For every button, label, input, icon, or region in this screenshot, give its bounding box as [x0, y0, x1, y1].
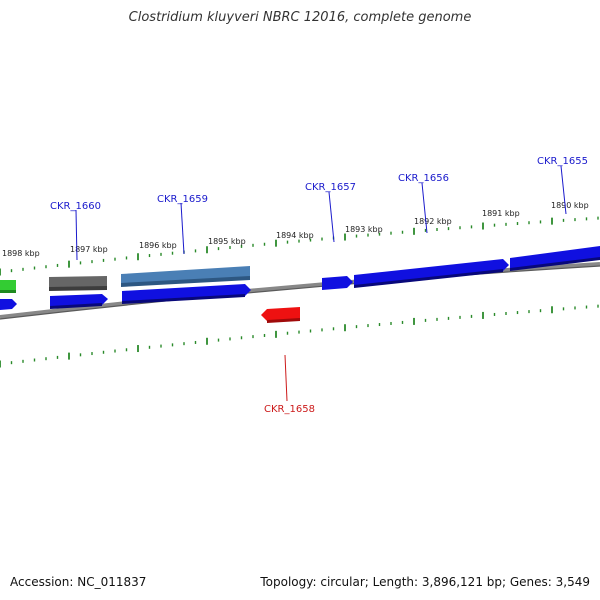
kbp-label: 1895 kbp [208, 237, 246, 246]
map-title: Clostridium kluyveri NBRC 12016, complet… [128, 10, 472, 25]
feature-track-outer [0, 266, 250, 293]
gene-feature-blue [122, 284, 251, 303]
gene-label-ckr-1655: CKR_1655 [537, 156, 588, 167]
gene-labels: CKR_1660 CKR_1659 CKR_1657 CKR_1656 CKR_… [50, 156, 588, 415]
gene-feature-gray [49, 276, 107, 289]
gene-label-ckr-1658: CKR_1658 [264, 404, 315, 415]
gene-label-ckr-1659: CKR_1659 [157, 194, 208, 205]
gene-feature-blue [510, 246, 600, 270]
gene-feature-steel [121, 266, 250, 285]
feature-track-reverse [261, 307, 300, 323]
kbp-label: 1891 kbp [482, 209, 520, 218]
gene-feature-green [0, 280, 16, 292]
kbp-scale-labels: 1898 kbp 1897 kbp 1896 kbp 1895 kbp 1894… [2, 201, 589, 258]
gene-feature-blue [0, 299, 17, 310]
genome-summary-text: Topology: circular; Length: 3,896,121 bp… [260, 575, 590, 589]
kbp-label: 1894 kbp [276, 231, 314, 240]
kbp-label: 1896 kbp [139, 241, 177, 250]
gene-feature-red [261, 307, 300, 321]
kbp-label: 1892 kbp [414, 217, 452, 226]
accession-text: Accession: NC_011837 [10, 575, 147, 589]
kbp-label: 1898 kbp [2, 249, 40, 258]
kbp-label: 1893 kbp [345, 225, 383, 234]
kbp-label: 1897 kbp [70, 245, 108, 254]
gene-label-ckr-1656: CKR_1656 [398, 173, 449, 184]
upper-scale-ticks [0, 216, 599, 276]
gene-feature-blue [322, 276, 353, 290]
gene-label-leaders [75, 165, 567, 402]
kbp-label: 1890 kbp [551, 201, 589, 210]
gene-label-ckr-1657: CKR_1657 [305, 182, 356, 193]
gene-label-ckr-1660: CKR_1660 [50, 201, 101, 212]
gene-feature-blue [354, 259, 509, 287]
feature-track-forward [0, 246, 600, 310]
lower-scale-ticks [0, 304, 599, 368]
